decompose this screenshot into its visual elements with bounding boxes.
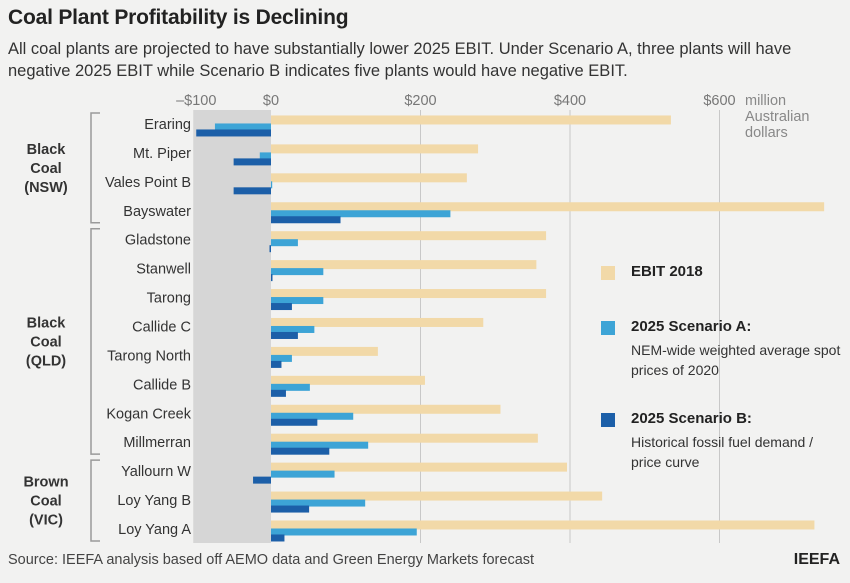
group-label: Black <box>27 142 67 158</box>
bar-2025-scenario-a-stanwell <box>271 268 324 276</box>
category-label-millmerran: Millmerran <box>123 435 191 451</box>
bar-2025-scenario-b-stanwell <box>271 274 273 282</box>
negative-zone-shade <box>193 110 271 543</box>
category-label-mt-piper: Mt. Piper <box>133 146 191 162</box>
bar-2025-scenario-a-kogan-creek <box>271 412 354 420</box>
category-label-kogan-creek: Kogan Creek <box>106 406 191 422</box>
category-label-loy-yang-a: Loy Yang A <box>118 522 191 538</box>
x-unit-label: Australian <box>745 109 809 125</box>
group-label: Coal <box>30 494 61 510</box>
group-bracket <box>90 112 100 224</box>
bar-2025-scenario-b-mt-piper <box>233 158 271 166</box>
category-label-tarong-north: Tarong North <box>107 348 191 364</box>
category-label-stanwell: Stanwell <box>136 262 191 278</box>
bar-2025-scenario-b-kogan-creek <box>271 418 318 426</box>
bar-2025-scenario-b-vales-point-b <box>233 187 271 195</box>
category-label-tarong: Tarong <box>147 291 191 307</box>
bar-2025-scenario-b-gladstone <box>269 245 271 253</box>
legend-desc-scenario-a: NEM-wide weighted average spot prices of… <box>631 342 841 378</box>
group-bracket <box>90 227 100 455</box>
bar-2025-scenario-b-callide-b <box>271 389 286 397</box>
bar-ebit-2018-eraring <box>271 115 671 125</box>
bar-2025-scenario-a-yallourn-w <box>271 470 335 478</box>
category-label-bayswater: Bayswater <box>123 204 191 220</box>
legend-title-scenario-a: 2025 Scenario A: <box>631 318 752 335</box>
group-label: (NSW) <box>24 180 68 196</box>
bar-2025-scenario-b-loy-yang-a <box>271 534 285 542</box>
bar-2025-scenario-b-yallourn-w <box>253 476 271 484</box>
bar-2025-scenario-a-tarong <box>271 297 324 305</box>
group-bracket <box>90 459 100 542</box>
bar-2025-scenario-b-tarong-north <box>271 360 282 368</box>
bar-ebit-2018-loy-yang-b <box>271 491 603 501</box>
group-label: Coal <box>30 161 61 177</box>
bar-ebit-2018-stanwell <box>271 260 537 270</box>
source-note: Source: IEEFA analysis based off AEMO da… <box>8 552 535 568</box>
bar-2025-scenario-b-tarong <box>271 303 292 311</box>
bar-2025-scenario-a-eraring <box>214 123 271 131</box>
category-label-gladstone: Gladstone <box>125 233 191 249</box>
x-tick-label: $600 <box>703 93 735 109</box>
x-tick-label: $0 <box>263 93 279 109</box>
bar-2025-scenario-a-callide-c <box>271 325 315 333</box>
bar-2025-scenario-a-vales-point-b <box>271 181 273 189</box>
bar-ebit-2018-callide-c <box>271 317 484 327</box>
chart-title: Coal Plant Profitability is Declining <box>8 6 349 29</box>
bar-2025-scenario-a-tarong-north <box>271 354 292 362</box>
category-label-loy-yang-b: Loy Yang B <box>117 493 191 509</box>
x-tick-label: $200 <box>404 93 436 109</box>
bar-2025-scenario-b-bayswater <box>271 216 341 224</box>
bar-ebit-2018-tarong-north <box>271 346 378 356</box>
bar-ebit-2018-mt-piper <box>271 144 479 154</box>
group-label: Brown <box>23 475 68 491</box>
bar-2025-scenario-b-millmerran <box>271 447 330 455</box>
legend-desc-scenario-b: Historical fossil fuel demand / price cu… <box>631 434 814 470</box>
bar-2025-scenario-b-loy-yang-b <box>271 505 310 513</box>
bar-2025-scenario-a-loy-yang-a <box>271 528 417 536</box>
group-label: Black <box>27 315 67 331</box>
x-unit-label: dollars <box>745 125 788 141</box>
bar-ebit-2018-gladstone <box>271 231 547 241</box>
category-label-eraring: Eraring <box>144 117 191 133</box>
bar-2025-scenario-a-gladstone <box>271 239 298 247</box>
bar-ebit-2018-loy-yang-a <box>271 520 815 530</box>
bar-2025-scenario-a-bayswater <box>271 210 451 218</box>
bar-ebit-2018-vales-point-b <box>271 173 467 183</box>
bar-ebit-2018-kogan-creek <box>271 404 501 414</box>
group-label: (VIC) <box>29 513 63 529</box>
legend-title-ebit-2018: EBIT 2018 <box>631 263 703 280</box>
category-label-yallourn-w: Yallourn W <box>121 464 191 480</box>
bar-ebit-2018-yallourn-w <box>271 462 568 472</box>
bar-ebit-2018-tarong <box>271 289 547 299</box>
group-label: (QLD) <box>26 353 66 369</box>
bar-2025-scenario-a-callide-b <box>271 383 310 391</box>
x-unit-label: million <box>745 93 786 109</box>
x-tick-label: –$100 <box>176 93 216 109</box>
category-label-callide-c: Callide C <box>132 319 191 335</box>
bar-ebit-2018-bayswater <box>271 202 825 212</box>
bar-2025-scenario-a-loy-yang-b <box>271 499 366 507</box>
chart-subtitle: All coal plants are projected to have su… <box>8 40 792 80</box>
bar-2025-scenario-b-callide-c <box>271 331 298 339</box>
bar-2025-scenario-a-mt-piper <box>259 152 271 160</box>
bar-ebit-2018-millmerran <box>271 433 538 443</box>
legend-title-scenario-b: 2025 Scenario B: <box>631 410 752 427</box>
bar-ebit-2018-callide-b <box>271 375 425 385</box>
bar-2025-scenario-a-millmerran <box>271 441 369 449</box>
category-label-vales-point-b: Vales Point B <box>105 175 191 191</box>
legend-swatch-scenario-a <box>601 321 615 335</box>
x-tick-label: $400 <box>554 93 586 109</box>
legend-swatch-ebit-2018 <box>601 266 615 280</box>
brand-logo: IEEFA <box>793 551 840 568</box>
legend-swatch-scenario-b <box>601 413 615 427</box>
bar-2025-scenario-b-eraring <box>196 129 271 137</box>
category-label-callide-b: Callide B <box>133 377 191 393</box>
group-label: Coal <box>30 334 61 350</box>
